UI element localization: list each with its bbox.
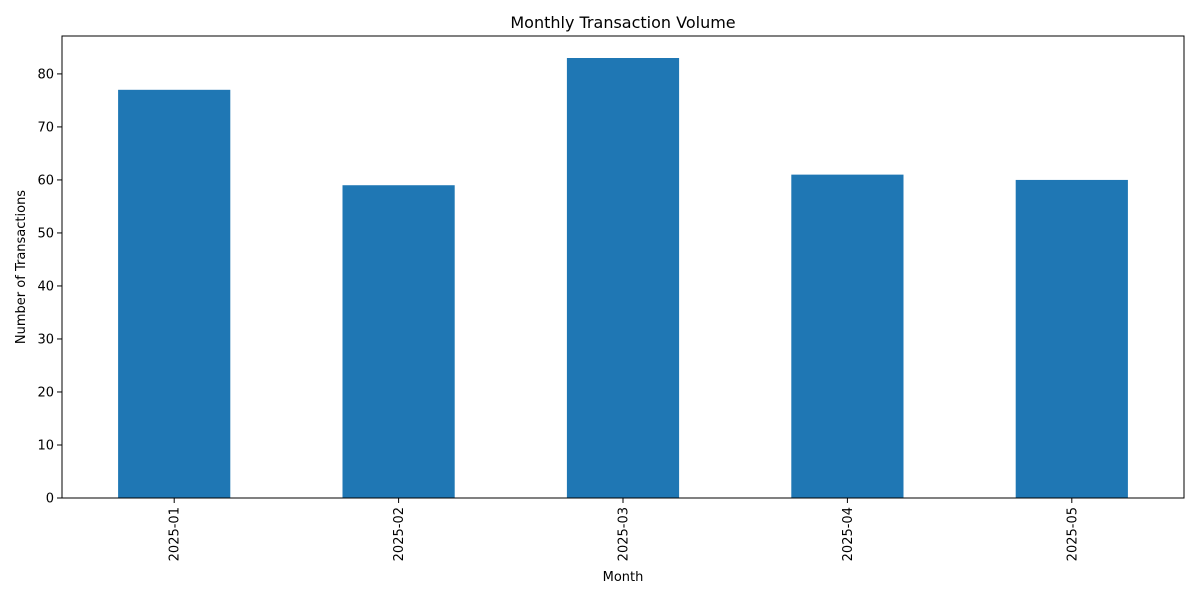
x-tick-label: 2025-04	[841, 507, 856, 561]
bar-2025-02	[342, 185, 455, 498]
bar-2025-05	[1015, 179, 1128, 498]
bar-2025-01	[118, 89, 231, 499]
x-tick-label: 2025-02	[392, 507, 407, 561]
y-tick-label: 40	[37, 279, 54, 294]
y-tick-label: 60	[37, 173, 54, 188]
x-tick-label: 2025-03	[617, 507, 632, 561]
y-tick-label: 20	[37, 385, 54, 400]
y-axis: 0 10 20 30 40 50 60 70 80	[37, 67, 62, 507]
x-tick-label: 2025-05	[1065, 507, 1080, 561]
y-tick-label: 30	[37, 332, 54, 347]
y-tick-label: 0	[46, 492, 54, 507]
y-tick-label: 70	[37, 120, 54, 135]
y-axis-label: Number of Transactions	[14, 190, 29, 344]
y-tick-label: 80	[37, 67, 54, 82]
bar-2025-03	[566, 58, 680, 498]
y-tick-label: 50	[37, 226, 54, 241]
x-tick-label: 2025-01	[168, 507, 183, 561]
bar-2025-04	[791, 174, 904, 498]
x-axis: 2025-01 2025-02 2025-03 2025-04 2025-05	[168, 498, 1080, 561]
plot-frame	[61, 35, 1185, 499]
x-axis-label: Month	[603, 570, 644, 585]
bars	[118, 58, 1128, 499]
y-tick-label: 10	[37, 438, 54, 453]
chart-title: Monthly Transaction Volume	[510, 13, 735, 32]
